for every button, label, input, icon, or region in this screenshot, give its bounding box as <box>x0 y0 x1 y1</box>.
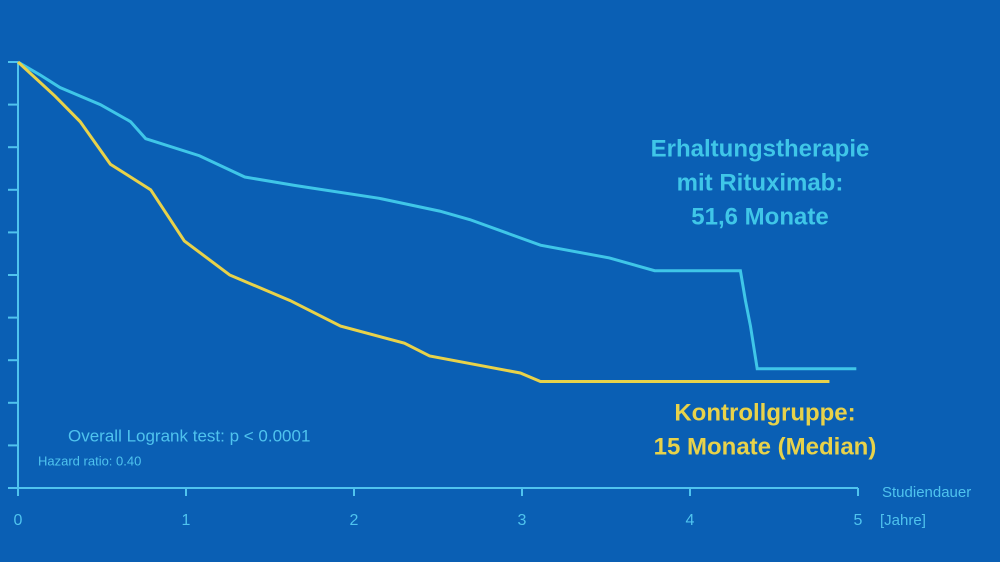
x-tick-label: 3 <box>518 512 527 529</box>
series-label: 51,6 Monate <box>691 203 828 230</box>
km-curve <box>17 60 857 371</box>
x-tick-label: 0 <box>14 512 23 529</box>
x-tick-label: 2 <box>350 512 359 529</box>
x-tick-label: 1 <box>182 512 191 529</box>
x-tick-label: 5 <box>854 512 863 529</box>
x-axis-label: [Jahre] <box>880 512 926 529</box>
annotation: Hazard ratio: 0.40 <box>38 453 141 468</box>
series-label: mit Rituximab: <box>677 169 844 196</box>
series-label: 15 Monate (Median) <box>654 433 877 460</box>
x-tick-label: 4 <box>686 512 695 529</box>
series-label: Erhaltungstherapie <box>651 135 870 162</box>
x-axis-label: Studiendauer <box>882 484 971 501</box>
series-label: Kontrollgruppe: <box>674 399 855 426</box>
km-curve <box>16 60 830 383</box>
annotation: Overall Logrank test: p < 0.0001 <box>68 426 310 445</box>
